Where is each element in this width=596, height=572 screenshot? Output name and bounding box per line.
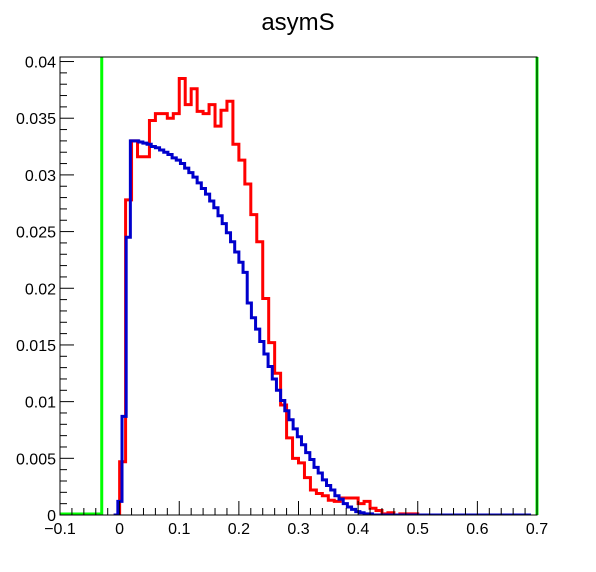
histogram-series-red [113, 77, 442, 515]
y-tick-label: 0.01 [25, 395, 56, 412]
x-tick-label: 0.2 [228, 521, 250, 538]
plot-border [59, 56, 538, 516]
x-tick-label: 0.4 [347, 521, 369, 538]
x-tick-label: 0.6 [466, 521, 488, 538]
y-axis: 0 0.005 0.01 0.015 0.02 0.025 0.03 0.035 0.04 [16, 55, 74, 525]
x-tick-label: 0.5 [407, 521, 429, 538]
y-tick-label: 0.035 [16, 111, 56, 128]
x-axis: −0.1 0 0.1 0.2 0.3 0.4 0.5 0.6 0.7 [44, 501, 548, 538]
plot-frame [59, 56, 538, 516]
y-tick-label: 0 [47, 508, 56, 525]
y-tick-label: 0.04 [25, 55, 56, 72]
x-tick-label: 0.1 [168, 521, 190, 538]
y-tick-label: 0.02 [25, 281, 56, 298]
x-tick-label: −0.1 [44, 521, 76, 538]
histogram-series-blue [113, 139, 532, 515]
x-tick-label: 0.7 [526, 521, 548, 538]
y-tick-label: 0.015 [16, 338, 56, 355]
y-tick-label: 0.03 [25, 168, 56, 185]
y-tick-label: 0.005 [16, 451, 56, 468]
x-tick-label: 0 [115, 521, 124, 538]
x-tick-label: 0.3 [287, 521, 309, 538]
chart-title: asymS [261, 9, 334, 36]
series-layer [60, 57, 539, 516]
y-tick-label: 0.025 [16, 225, 56, 242]
